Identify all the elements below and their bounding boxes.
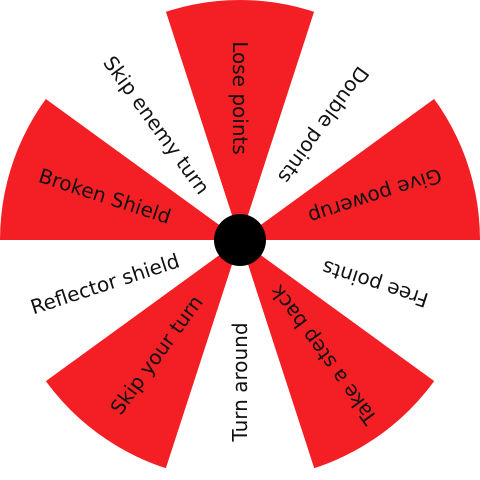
wheel-hub[interactable]: [214, 214, 266, 266]
wheel-label-turn-around: Turn around: [228, 322, 252, 442]
wheel-segment-turn-around[interactable]: [159, 240, 321, 480]
wheel-segment-free-points[interactable]: [240, 240, 480, 393]
wheel-segment-lose-points[interactable]: [159, 0, 321, 240]
wheel-segment-give-powerup[interactable]: [240, 87, 480, 240]
wheel-segment-reflector-shield[interactable]: [0, 240, 240, 393]
wheel-segment-broken-shield[interactable]: [0, 87, 240, 240]
wheel-label-lose-points: Lose points: [228, 41, 252, 155]
